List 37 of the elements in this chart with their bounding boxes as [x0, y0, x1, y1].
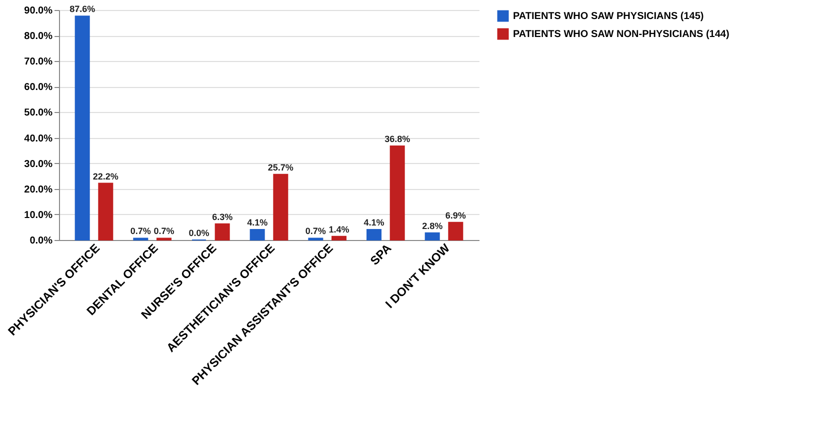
y-tick-label: 80.0% [24, 31, 53, 42]
y-tick-label: 0.0% [30, 236, 53, 246]
legend-label: PATIENTS WHO SAW PHYSICIANS (145) [513, 11, 704, 22]
data-label: 6.3% [212, 212, 233, 222]
y-tick-label: 60.0% [24, 82, 53, 94]
y-tick-label: 50.0% [24, 108, 53, 119]
y-tick-label: 90.0% [24, 6, 53, 16]
x-tick-label: SPA [367, 240, 394, 268]
legend-label: PATIENTS WHO SAW NON-PHYSICIANS (144) [513, 29, 730, 40]
bar [250, 229, 265, 240]
data-label: 6.9% [445, 210, 466, 220]
bar [74, 16, 90, 240]
bar [332, 236, 346, 240]
y-tick-label: 30.0% [24, 158, 53, 170]
bar [424, 232, 440, 240]
y-tick-label: 10.0% [24, 210, 53, 221]
bar [390, 145, 405, 240]
data-label: 0.7% [130, 226, 151, 236]
bar [448, 222, 464, 240]
data-label: 4.1% [364, 218, 384, 228]
bar [214, 223, 230, 240]
bar [98, 182, 114, 240]
y-tick-label: 70.0% [24, 56, 53, 68]
data-label: 36.8% [384, 134, 410, 144]
y-tick-label: 20.0% [24, 184, 53, 196]
data-label: 4.1% [247, 218, 268, 228]
bar [273, 174, 288, 240]
data-label: 2.8% [422, 220, 443, 231]
bar [366, 229, 382, 240]
data-label: 0.7% [154, 226, 174, 236]
data-label: 25.7% [268, 162, 294, 172]
data-label: 0.7% [305, 226, 326, 236]
data-label: 0.0% [188, 228, 210, 238]
data-label: 1.4% [328, 224, 350, 234]
y-tick-label: 40.0% [24, 133, 53, 144]
data-label: 87.6% [70, 4, 96, 14]
data-label: 22.2% [92, 171, 118, 182]
